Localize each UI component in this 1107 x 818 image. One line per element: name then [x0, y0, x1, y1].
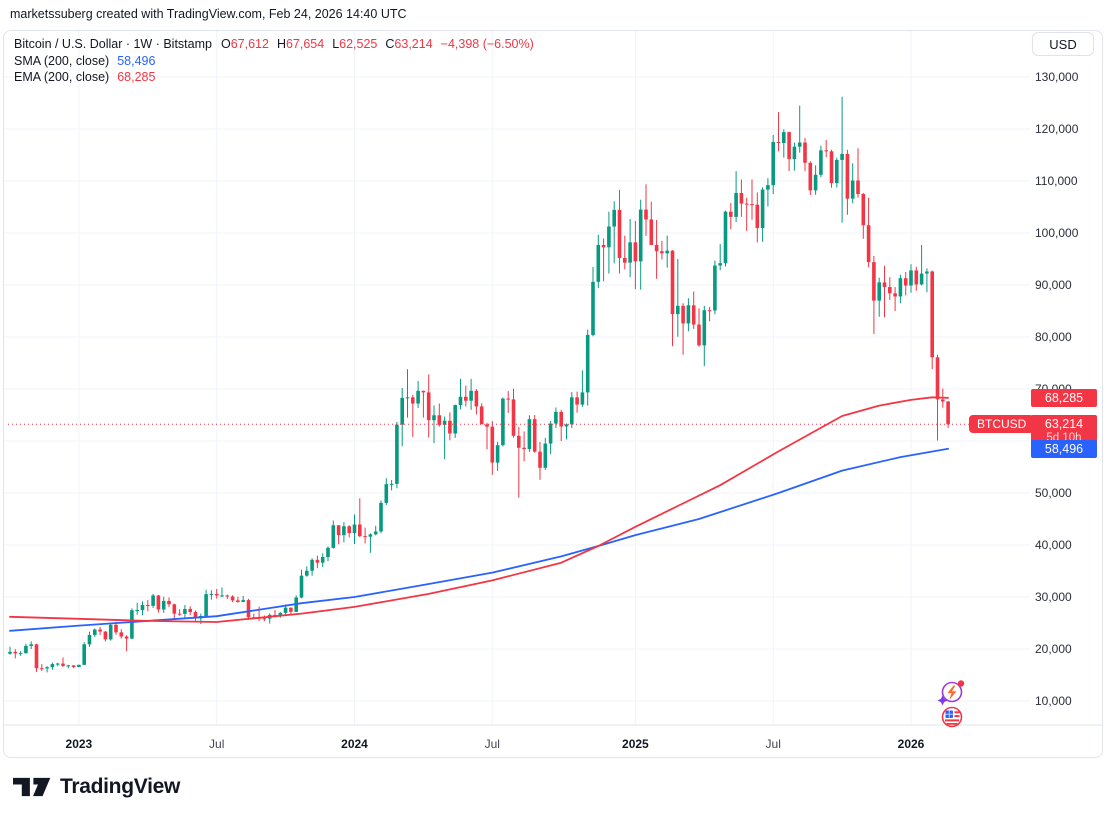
ohlc-open: O67,612 [221, 37, 269, 51]
attribution-text: marketssuberg created with TradingView.c… [10, 7, 407, 21]
ohlc-low-value: 62,525 [339, 37, 378, 52]
ohlc-low-key: L [332, 37, 340, 52]
ohlc-open-key: O [220, 37, 231, 52]
candles-series [8, 96, 950, 673]
time-tick-label: 2023 [65, 737, 93, 751]
price-tick-label: 100,000 [1035, 226, 1079, 240]
sma-price-label: 58,496 [1031, 439, 1097, 458]
price-tick-label: 10,000 [1035, 694, 1072, 708]
ema-legend-row[interactable]: EMA (200, close) 68,285 [14, 69, 534, 86]
ema-line [9, 396, 949, 623]
ema-value: 68,285 [117, 70, 156, 85]
price-tick-label: 80,000 [1035, 330, 1072, 344]
sma-price-text: 58,496 [1044, 441, 1084, 456]
ohlc-high-value: 67,654 [285, 37, 325, 52]
ohlc-high-key: H [276, 37, 286, 52]
symbol-legend-row[interactable]: Bitcoin / U.S. Dollar · 1W · Bitstamp O6… [14, 36, 534, 53]
time-tick-label: Jul [209, 737, 225, 751]
ema-label: EMA (200, close) [14, 70, 110, 85]
price-tick-label: 30,000 [1035, 590, 1072, 604]
ohlc-open-value: 67,612 [230, 37, 269, 52]
price-tick-label: 130,000 [1035, 70, 1079, 84]
symbol-title[interactable]: Bitcoin / U.S. Dollar · 1W · Bitstamp [14, 37, 212, 52]
tradingview-logo-icon [13, 777, 51, 797]
time-tick-label: 2024 [341, 737, 368, 751]
price-tick-label: 120,000 [1035, 122, 1079, 136]
sma-label: SMA (200, close) [14, 53, 110, 68]
chart-widget [3, 30, 1103, 758]
symbol-pill: BTCUSD [969, 415, 1035, 434]
ema-price-label: 68,285 [1031, 388, 1097, 407]
price-tick-label: 40,000 [1035, 538, 1072, 552]
us-flag-event-icon[interactable] [941, 706, 963, 728]
ohlc-close-key: C [385, 37, 395, 52]
ohlc-close-value: 63,214 [394, 37, 433, 52]
ohlc-close: C63,214 [385, 37, 432, 51]
ohlc-high: H67,654 [277, 37, 324, 51]
tradingview-logo-text: TradingView [60, 775, 181, 798]
price-tick-label: 50,000 [1035, 486, 1072, 500]
time-tick-label: Jul [765, 737, 781, 751]
price-tick-label: 110,000 [1035, 174, 1078, 188]
sma-line [9, 447, 949, 632]
time-tick-label: 2025 [622, 737, 649, 751]
change-value: −4,398 (−6.50%) [440, 37, 534, 52]
tradingview-logo[interactable]: TradingView [13, 771, 180, 803]
ema-price-text: 68,285 [1044, 390, 1084, 405]
price-tick-label: 90,000 [1035, 278, 1072, 292]
flash-event-icon[interactable] [937, 680, 965, 706]
currency-usd-button[interactable]: USD [1032, 32, 1094, 56]
time-tick-label: 2026 [897, 737, 925, 751]
sma-legend-row[interactable]: SMA (200, close) 58,496 [14, 53, 534, 70]
last-price-text: 63,214 [1044, 417, 1084, 432]
price-tick-label: 20,000 [1035, 642, 1072, 656]
sma-value: 58,496 [117, 53, 156, 68]
gridlines [4, 31, 1102, 726]
ohlc-low: L62,525 [332, 37, 377, 51]
time-tick-label: Jul [484, 737, 500, 751]
legend: Bitcoin / U.S. Dollar · 1W · Bitstamp O6… [14, 36, 534, 86]
